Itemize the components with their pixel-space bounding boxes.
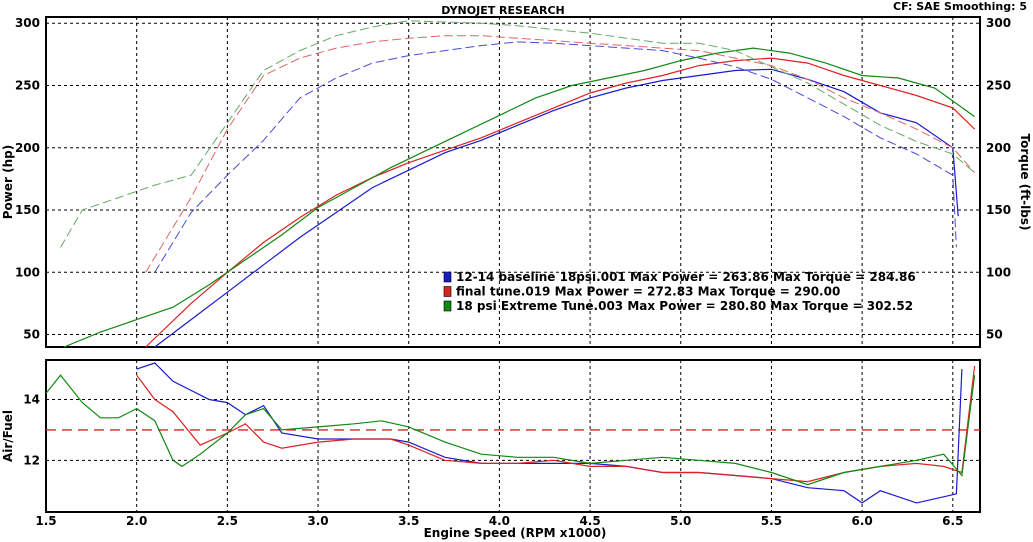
series-power-0 — [154, 68, 959, 348]
torque-tick-1: 100 — [986, 265, 1011, 279]
torque-axis-ticks: 50 100 150 200 250 300 — [986, 16, 1011, 341]
power-tick-3: 200 — [15, 141, 40, 155]
air-fuel-axis-label: Air/Fuel — [1, 410, 15, 462]
power-torque-series — [60, 20, 976, 348]
power-torque-grid — [46, 17, 980, 347]
legend: 12-14 baseline 18psi.001 Max Power = 263… — [443, 270, 916, 313]
air-fuel-series-0 — [136, 362, 963, 504]
series-torque-5 — [60, 20, 975, 248]
power-tick-4: 250 — [15, 78, 40, 92]
engine-speed-ticks: 1.5 2.0 2.5 3.0 3.5 4.0 4.5 5.0 5.5 6.0 6.5 — [35, 514, 963, 528]
torque-tick-2: 150 — [986, 203, 1011, 217]
series-torque-3 — [154, 41, 957, 273]
x-tick-8: 5.5 — [761, 514, 782, 528]
legend-entry-0: 12-14 baseline 18psi.001 Max Power = 263… — [456, 270, 916, 284]
legend-swatch-2 — [443, 300, 452, 312]
torque-axis-label: Torque (ft-lbs) — [1018, 134, 1032, 231]
x-tick-5: 4.0 — [489, 514, 510, 528]
power-axis-label: Power (hp) — [1, 145, 15, 219]
power-torque-plot-area — [45, 16, 981, 348]
engine-speed-axis-label: Engine Speed (RPM x1000) — [424, 526, 607, 540]
x-tick-3: 3.0 — [307, 514, 328, 528]
chart-settings-info: CF: SAE Smoothing: 5 — [893, 0, 1027, 13]
power-tick-1: 100 — [15, 265, 40, 279]
torque-tick-3: 200 — [986, 141, 1011, 155]
legend-swatch-0 — [443, 271, 452, 283]
x-tick-0: 1.5 — [35, 514, 56, 528]
x-tick-4: 3.5 — [398, 514, 419, 528]
torque-tick-5: 300 — [986, 16, 1011, 30]
legend-entry-1: final tune.019 Max Power = 272.83 Max To… — [456, 285, 840, 299]
x-tick-7: 5.0 — [670, 514, 691, 528]
x-tick-2: 2.5 — [217, 514, 238, 528]
air-fuel-grid — [46, 360, 980, 512]
torque-tick-4: 250 — [986, 78, 1011, 92]
power-tick-0: 50 — [23, 328, 40, 342]
power-tick-2: 150 — [15, 203, 40, 217]
legend-swatch-1 — [443, 286, 452, 297]
chart-title: DYNOJET RESEARCH — [441, 4, 564, 17]
x-tick-10: 6.5 — [942, 514, 963, 528]
air-fuel-tick-1: 14 — [23, 393, 40, 407]
air-fuel-series — [45, 362, 976, 504]
legend-entry-2: 18 psi Extreme Tune.003 Max Power = 280.… — [456, 299, 913, 313]
x-tick-1: 2.0 — [126, 514, 147, 528]
series-power-1 — [145, 57, 976, 348]
x-tick-6: 4.5 — [579, 514, 600, 528]
power-axis-ticks: 50 100 150 200 250 300 — [15, 16, 40, 341]
air-fuel-axis-ticks: 12 14 — [23, 393, 40, 468]
air-fuel-tick-0: 12 — [23, 453, 40, 467]
air-fuel-series-2 — [45, 374, 976, 486]
power-tick-5: 300 — [15, 16, 40, 30]
x-tick-9: 6.0 — [851, 514, 872, 528]
torque-tick-0: 50 — [986, 328, 1003, 342]
series-torque-4 — [145, 35, 975, 273]
series-power-2 — [63, 47, 975, 348]
air-fuel-plot-area — [45, 359, 981, 513]
